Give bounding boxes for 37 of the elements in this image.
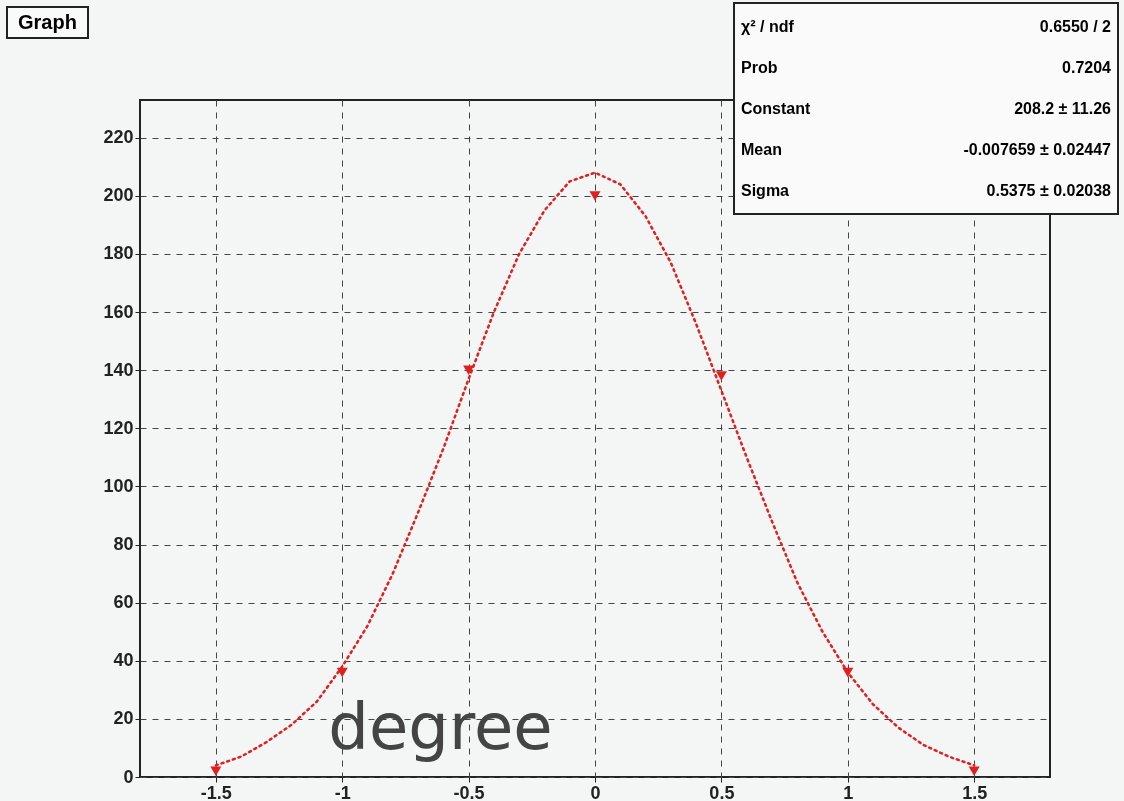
- y-tick-label: 200: [103, 185, 134, 206]
- x-tick-label: -0.5: [453, 782, 485, 801]
- y-tick-label: 20: [113, 708, 134, 729]
- y-tick-label: 60: [113, 592, 134, 613]
- point: [715, 371, 727, 381]
- y-tick-label: 220: [103, 127, 134, 148]
- point: [336, 667, 348, 678]
- x-tick-label: 1.5: [962, 782, 988, 801]
- annotation: Mean: [741, 140, 782, 159]
- y-tick-label: 40: [113, 650, 134, 671]
- y-tick-label: 180: [103, 243, 134, 264]
- text: χ² / ndf: [741, 17, 794, 36]
- annotation: -0.007659 ± 0.02447: [963, 140, 1111, 159]
- text: 0.7204: [1062, 58, 1111, 77]
- point: [210, 766, 222, 776]
- x-tick-label: 0: [590, 782, 601, 801]
- x-tick-label: 0.5: [709, 782, 735, 801]
- y-tick-label: 160: [103, 301, 134, 322]
- x-tick-label: -1: [334, 782, 351, 801]
- y-tick-label: 120: [103, 417, 134, 438]
- point: [589, 191, 601, 201]
- x-axis-title: degree: [328, 689, 553, 764]
- annotation: 208.2 ± 11.26: [1014, 99, 1111, 118]
- x-tick-label: -1.5: [200, 782, 232, 801]
- annotation: Sigma: [741, 181, 790, 200]
- y-tick-label: 80: [113, 534, 134, 555]
- y-tick-label: 140: [103, 359, 134, 380]
- y-tick-label: 100: [103, 475, 134, 496]
- point: [968, 766, 980, 776]
- chart-title: Graph: [6, 6, 89, 39]
- y-tick-label: 0: [123, 766, 134, 787]
- text: Prob: [741, 58, 778, 77]
- x-tick-label: 1: [843, 782, 854, 801]
- annotation: 0.5375 ± 0.02038: [986, 181, 1111, 200]
- annotation: Constant: [741, 99, 811, 118]
- text: 0.6550 / 2: [1039, 17, 1111, 36]
- point: [842, 667, 854, 678]
